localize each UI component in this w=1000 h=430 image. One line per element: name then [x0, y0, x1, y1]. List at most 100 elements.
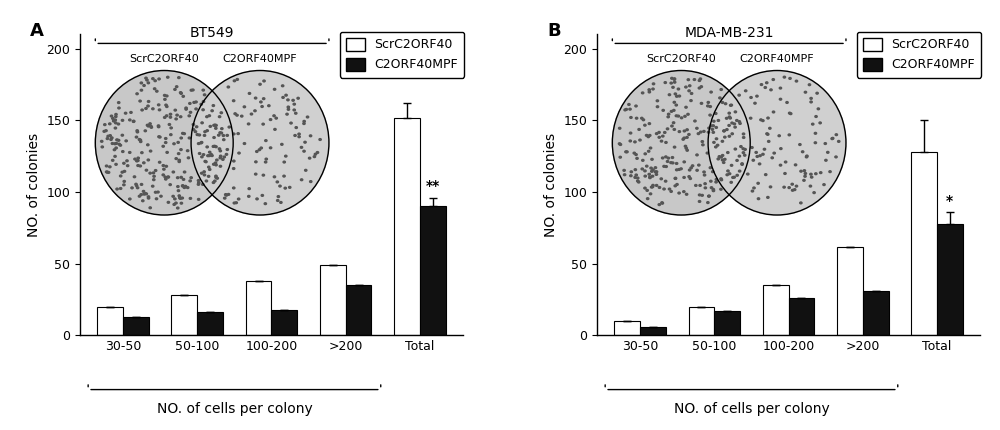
Circle shape	[668, 113, 670, 115]
Circle shape	[660, 178, 662, 180]
Circle shape	[713, 120, 715, 122]
Circle shape	[665, 141, 667, 143]
Circle shape	[292, 99, 294, 101]
Circle shape	[126, 160, 128, 162]
Circle shape	[205, 161, 207, 163]
Circle shape	[216, 177, 218, 179]
Circle shape	[831, 138, 833, 140]
Circle shape	[228, 126, 230, 128]
Circle shape	[268, 105, 270, 107]
Circle shape	[113, 149, 116, 150]
Text: BT549: BT549	[190, 26, 234, 40]
Circle shape	[232, 168, 235, 169]
Circle shape	[649, 135, 651, 136]
Circle shape	[638, 129, 640, 130]
Circle shape	[773, 152, 775, 154]
Circle shape	[186, 150, 189, 152]
Circle shape	[635, 105, 637, 107]
Circle shape	[704, 187, 707, 189]
Circle shape	[670, 190, 672, 192]
Bar	[911, 152, 937, 335]
Circle shape	[203, 94, 206, 96]
Circle shape	[699, 184, 701, 186]
Circle shape	[183, 187, 186, 188]
Bar	[614, 321, 640, 335]
Circle shape	[814, 132, 817, 134]
Circle shape	[177, 177, 179, 178]
Circle shape	[634, 177, 636, 178]
Circle shape	[678, 169, 680, 170]
Circle shape	[778, 135, 780, 137]
Circle shape	[815, 173, 817, 175]
Circle shape	[124, 112, 127, 114]
Circle shape	[180, 202, 183, 204]
Circle shape	[158, 104, 160, 106]
Circle shape	[236, 79, 238, 80]
Circle shape	[709, 114, 711, 116]
Circle shape	[277, 196, 280, 197]
Circle shape	[187, 187, 189, 188]
Circle shape	[741, 163, 743, 165]
Circle shape	[224, 197, 226, 199]
Bar	[863, 291, 889, 335]
Circle shape	[767, 117, 769, 119]
Circle shape	[188, 137, 191, 139]
Circle shape	[189, 111, 192, 113]
Circle shape	[724, 136, 726, 138]
Circle shape	[182, 185, 184, 187]
Circle shape	[728, 135, 731, 137]
Bar	[837, 246, 863, 335]
Circle shape	[277, 200, 279, 201]
Circle shape	[198, 153, 201, 154]
Circle shape	[123, 184, 125, 186]
Circle shape	[647, 136, 649, 138]
Circle shape	[118, 101, 120, 104]
Circle shape	[838, 141, 840, 142]
Circle shape	[655, 133, 658, 135]
Circle shape	[676, 169, 678, 171]
Circle shape	[814, 142, 817, 144]
Circle shape	[715, 146, 717, 148]
Circle shape	[133, 120, 135, 122]
Circle shape	[664, 132, 666, 133]
Circle shape	[635, 154, 637, 156]
Circle shape	[641, 92, 644, 94]
Circle shape	[652, 169, 654, 171]
Circle shape	[316, 152, 319, 154]
Circle shape	[205, 180, 208, 182]
Circle shape	[164, 95, 166, 96]
Circle shape	[233, 187, 235, 189]
Circle shape	[139, 139, 142, 141]
Circle shape	[725, 117, 728, 119]
Circle shape	[630, 171, 632, 173]
Circle shape	[248, 188, 250, 190]
Circle shape	[131, 187, 133, 189]
Circle shape	[137, 157, 139, 159]
Circle shape	[709, 167, 712, 169]
Circle shape	[157, 125, 160, 127]
Circle shape	[756, 156, 758, 157]
Circle shape	[684, 115, 686, 117]
Circle shape	[182, 132, 184, 134]
Circle shape	[300, 179, 303, 181]
Circle shape	[117, 123, 120, 125]
Circle shape	[820, 172, 822, 174]
Circle shape	[173, 203, 175, 206]
Circle shape	[282, 85, 284, 87]
Circle shape	[304, 141, 306, 143]
Circle shape	[165, 104, 167, 106]
Circle shape	[140, 184, 143, 185]
Circle shape	[175, 118, 177, 120]
Circle shape	[700, 131, 702, 133]
Circle shape	[683, 191, 685, 193]
Circle shape	[766, 133, 768, 135]
Circle shape	[727, 170, 729, 172]
Circle shape	[109, 166, 111, 168]
Circle shape	[273, 89, 276, 90]
Circle shape	[800, 202, 802, 204]
Circle shape	[254, 97, 257, 99]
Circle shape	[122, 150, 124, 153]
Circle shape	[671, 77, 673, 79]
Circle shape	[668, 94, 671, 95]
Circle shape	[678, 192, 680, 194]
